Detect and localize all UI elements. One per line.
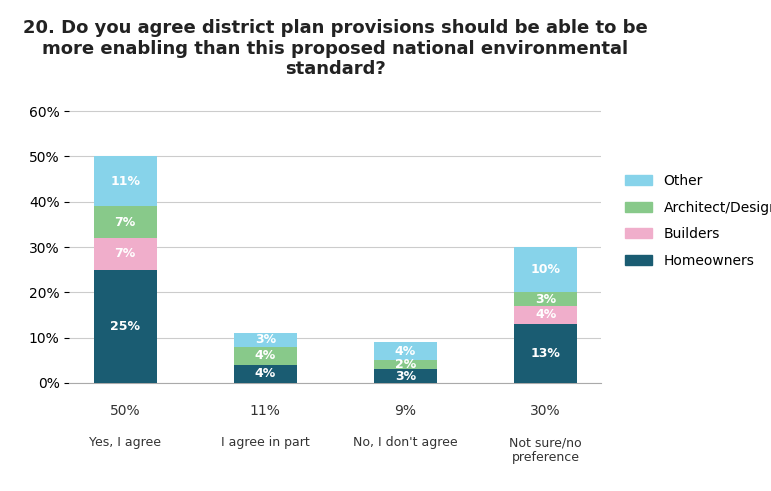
Bar: [234, 365, 297, 383]
Text: I agree in part: I agree in part: [221, 436, 310, 449]
Bar: [93, 238, 157, 270]
Text: 7%: 7%: [114, 247, 136, 260]
Bar: [514, 324, 577, 383]
Text: 11%: 11%: [250, 404, 281, 418]
Bar: [514, 306, 577, 324]
Text: Yes, I agree: Yes, I agree: [89, 436, 161, 449]
Text: 25%: 25%: [110, 320, 140, 333]
Bar: [514, 247, 577, 292]
Text: 4%: 4%: [254, 367, 276, 381]
Text: 2%: 2%: [395, 358, 416, 371]
Text: 50%: 50%: [109, 404, 140, 418]
Text: Not sure/no
preference: Not sure/no preference: [510, 436, 582, 464]
Text: 3%: 3%: [395, 370, 416, 382]
Text: 7%: 7%: [114, 216, 136, 229]
Bar: [374, 360, 437, 369]
Bar: [374, 369, 437, 383]
Bar: [374, 342, 437, 360]
Text: 9%: 9%: [395, 404, 416, 418]
Title: 20. Do you agree district plan provisions should be able to be
more enabling tha: 20. Do you agree district plan provision…: [23, 19, 648, 79]
Legend: Other, Architect/Designer, Builders, Homeowners: Other, Architect/Designer, Builders, Hom…: [619, 168, 771, 273]
Text: 10%: 10%: [530, 263, 561, 276]
Bar: [93, 206, 157, 238]
Text: 3%: 3%: [535, 293, 556, 305]
Bar: [93, 270, 157, 383]
Text: 11%: 11%: [110, 175, 140, 188]
Bar: [234, 333, 297, 347]
Text: No, I don't agree: No, I don't agree: [353, 436, 458, 449]
Text: 3%: 3%: [254, 333, 276, 347]
Bar: [93, 156, 157, 206]
Bar: [234, 347, 297, 365]
Text: 4%: 4%: [535, 308, 557, 322]
Bar: [514, 292, 577, 306]
Text: 4%: 4%: [395, 345, 416, 358]
Text: 4%: 4%: [254, 349, 276, 362]
Text: 30%: 30%: [530, 404, 561, 418]
Text: 13%: 13%: [530, 347, 561, 360]
